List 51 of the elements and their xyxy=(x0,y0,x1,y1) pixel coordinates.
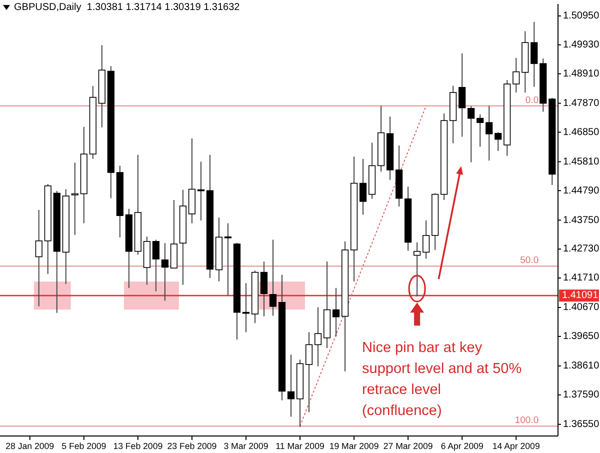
candlestick xyxy=(359,158,367,216)
candlestick xyxy=(152,239,160,292)
candlestick xyxy=(287,354,295,418)
x-tick-label: 11 Mar 2009 xyxy=(276,441,324,451)
x-tick-label: 28 Jan 2009 xyxy=(6,441,54,451)
candlestick xyxy=(71,162,78,236)
y-tick-label: 1.48910 xyxy=(563,68,600,80)
candlestick xyxy=(332,287,340,337)
x-tick-label: 5 Feb 2009 xyxy=(62,441,106,451)
candlestick xyxy=(269,239,277,316)
y-tick-label: 1.40670 xyxy=(563,302,600,314)
candlestick xyxy=(161,242,168,302)
y-tick-label: 1.50950 xyxy=(563,10,600,22)
y-tick-label: 1.47870 xyxy=(563,98,600,109)
x-tick-label: 19 Mar 2009 xyxy=(329,441,379,451)
candlestick xyxy=(422,220,430,260)
y-tick-label: 1.39650 xyxy=(563,331,600,342)
y-tick-label: 1.42730 xyxy=(563,244,600,255)
candlestick xyxy=(512,57,520,93)
candlestick xyxy=(414,242,421,297)
x-tick-label: 6 Apr 2009 xyxy=(440,441,484,451)
y-tick-label: 1.49930 xyxy=(563,39,600,50)
y-tick-label: 1.43750 xyxy=(563,214,600,226)
x-tick-label: 14 Apr 2009 xyxy=(492,441,540,451)
x-tick-label: 13 Feb 2009 xyxy=(113,441,163,451)
annotation: 0.0 xyxy=(525,94,539,106)
chart-title: GBPUSD,Daily 1.30381 1.31714 1.30319 1.31632 xyxy=(14,2,240,13)
candlestick xyxy=(494,132,502,152)
y-tick-label: 1.37590 xyxy=(563,390,600,401)
y-tick-label: 1.36550 xyxy=(563,419,600,430)
x-tick-label: 27 Mar 2009 xyxy=(383,441,433,451)
candlestick xyxy=(224,222,232,296)
candlestick xyxy=(314,306,322,367)
candlestick xyxy=(476,114,484,148)
candlestick xyxy=(260,261,268,317)
y-tick-label: 1.38610 xyxy=(563,360,600,372)
candlestick xyxy=(458,52,466,138)
annotation: 50.0 xyxy=(520,255,539,266)
x-tick-label: 23 Feb 2009 xyxy=(167,441,217,451)
y-tick-label: 1.44790 xyxy=(563,185,600,196)
ref-line-label: 1.41091 xyxy=(562,290,599,302)
candlestick xyxy=(530,21,538,88)
candlestick xyxy=(305,332,313,413)
annotation: 100.0 xyxy=(514,415,539,426)
candlestick xyxy=(468,106,475,163)
y-tick-label: 1.46850 xyxy=(563,126,600,138)
candlestick xyxy=(35,209,42,307)
y-tick-label: 1.41710 xyxy=(563,272,600,284)
candlestick xyxy=(486,105,493,162)
x-tick-label: 3 Mar 2009 xyxy=(224,441,268,451)
y-tick-label: 1.45810 xyxy=(563,156,600,168)
